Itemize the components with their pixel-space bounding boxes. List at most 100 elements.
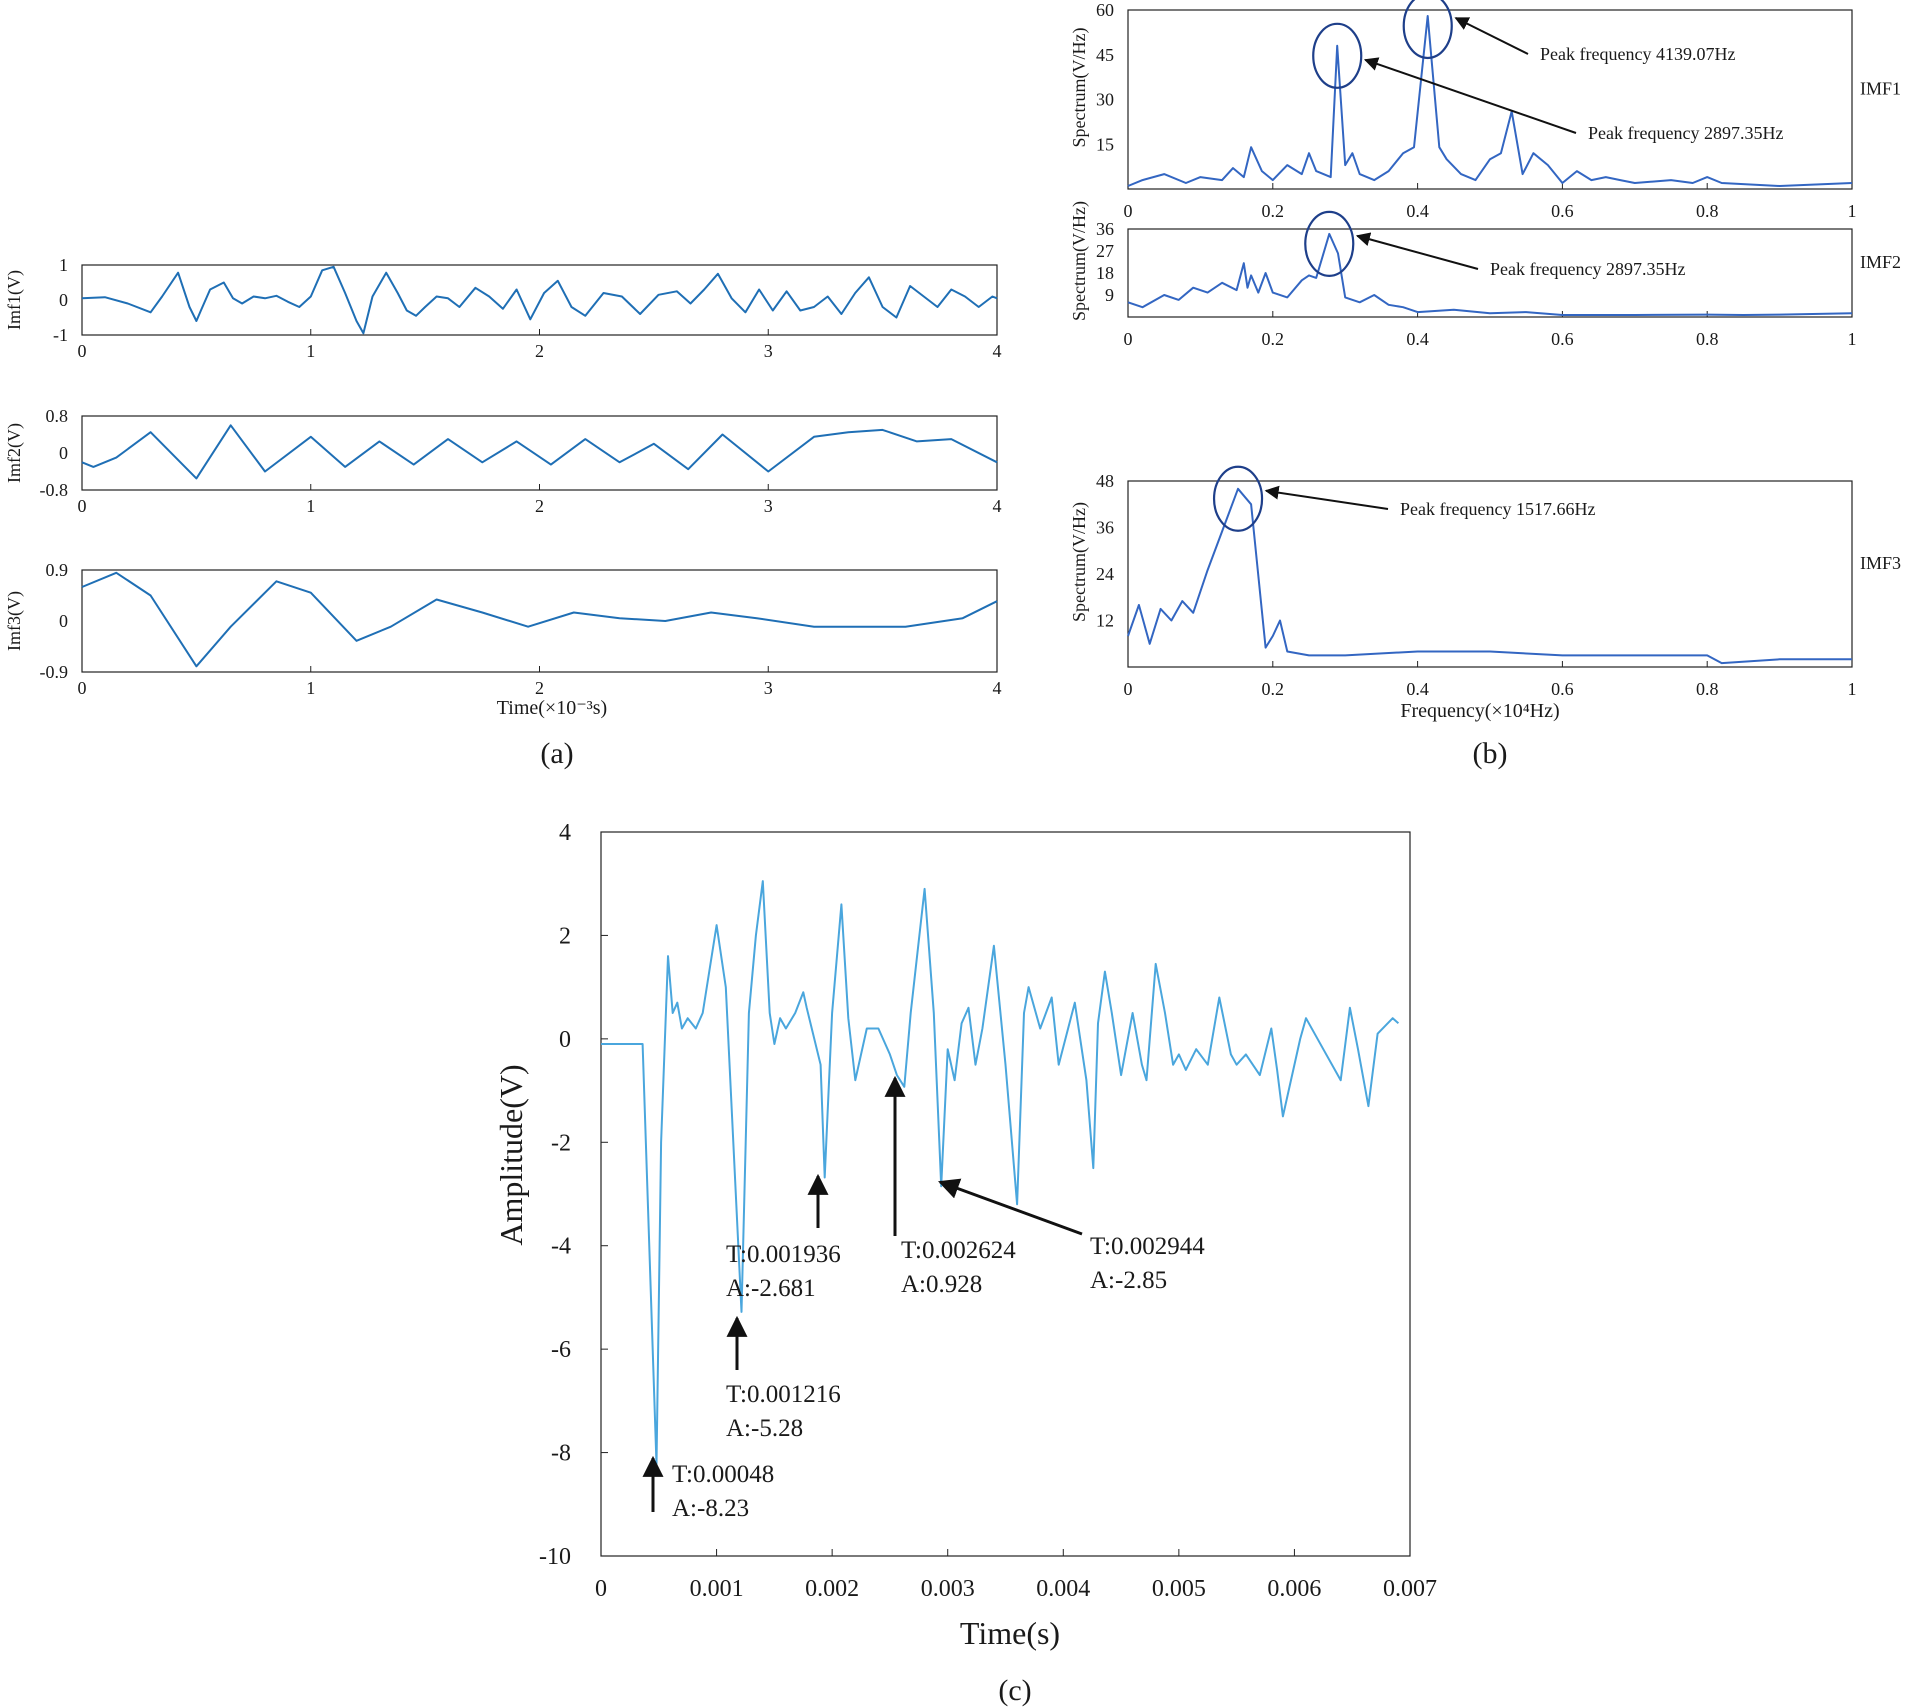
y-axis-label: Spectrum(V/Hz) xyxy=(1069,28,1090,148)
panel-c-ylabel: Amplitude(V) xyxy=(493,1064,529,1245)
y-tick-label: -0.9 xyxy=(40,662,69,682)
y-tick-label: 1 xyxy=(59,255,68,275)
x-tick-label: 2 xyxy=(535,678,544,698)
annotation-time: T:0.001936 xyxy=(726,1241,841,1268)
x-tick-label: 0.004 xyxy=(1036,1576,1090,1602)
x-tick-label: 1 xyxy=(1848,201,1857,221)
x-tick-label: 0.2 xyxy=(1262,679,1285,699)
x-tick-label: 1 xyxy=(1848,679,1857,699)
x-tick-label: 0.006 xyxy=(1267,1576,1321,1602)
x-tick-label: 0.001 xyxy=(690,1576,744,1602)
plot-frame xyxy=(81,569,998,673)
peak-annotation: Peak frequency 4139.07Hz xyxy=(1540,44,1735,64)
peak-circle xyxy=(1212,465,1264,532)
x-tick-label: 1 xyxy=(306,341,315,361)
panel-label-c: (c) xyxy=(998,1674,1031,1707)
x-tick-label: 0 xyxy=(78,678,87,698)
point-annotation: T:0.002944 A:-2.85 xyxy=(938,1178,1205,1294)
x-tick-label: 2 xyxy=(535,496,544,516)
y-tick-label: 48 xyxy=(1096,471,1114,491)
x-tick-label: 0.4 xyxy=(1406,679,1429,699)
series-line xyxy=(81,571,998,668)
panel-c-xlabel: Time(s) xyxy=(960,1615,1060,1651)
x-tick-label: 3 xyxy=(764,678,773,698)
panel-b-subplot-1: 60 45 30 15 0 0.2 0.4 0.6 0.8 1 Spectrum(V/Hz) IMF1… xyxy=(1069,0,1901,221)
x-tick-label: 0.002 xyxy=(805,1576,859,1602)
point-annotation: T:0.001216 A:-5.28 xyxy=(726,1315,841,1442)
series-line xyxy=(1127,15,1853,187)
panel-a-xlabel: Time(×10⁻³s) xyxy=(497,697,607,719)
x-tick-label: 1 xyxy=(306,496,315,516)
y-tick-label: -2 xyxy=(551,1130,571,1156)
x-tick-label: 0.6 xyxy=(1551,329,1574,349)
x-tick-label: 0.2 xyxy=(1262,329,1285,349)
peak-arrow xyxy=(1264,485,1389,510)
peak-annotation: Peak frequency 2897.35Hz xyxy=(1588,123,1783,143)
plot-frame xyxy=(81,415,998,491)
y-tick-label: -1 xyxy=(53,325,68,345)
y-tick-label: 0 xyxy=(559,1027,571,1053)
imf-label: IMF3 xyxy=(1860,553,1901,573)
x-tick-label: 0.8 xyxy=(1696,201,1719,221)
plot-frame xyxy=(600,831,1411,1557)
y-tick-label: 0.8 xyxy=(46,406,69,426)
y-axis-label: Imf1(V) xyxy=(4,270,25,330)
x-tick-label: 0.007 xyxy=(1383,1576,1437,1602)
plot-frame xyxy=(1127,480,1853,668)
x-tick-label: 3 xyxy=(764,341,773,361)
annotation-amplitude: A:-2.681 xyxy=(726,1275,816,1302)
x-tick-label: 0 xyxy=(78,341,87,361)
y-tick-label: 2 xyxy=(559,923,571,949)
point-annotation: T:0.00048 A:-8.23 xyxy=(642,1455,774,1522)
y-tick-label: -4 xyxy=(551,1234,571,1260)
x-tick-label: 4 xyxy=(993,341,1002,361)
peak-arrow xyxy=(1454,17,1529,55)
panel-label-a: (a) xyxy=(540,737,573,770)
series-line xyxy=(81,265,998,335)
series-line xyxy=(601,880,1400,1466)
annotation-time: T:0.002944 xyxy=(1090,1233,1205,1260)
y-tick-label: 12 xyxy=(1096,611,1114,631)
y-tick-label: 0 xyxy=(59,611,68,631)
x-tick-label: 2 xyxy=(535,341,544,361)
y-axis-label: Spectrum(V/Hz) xyxy=(1069,502,1090,622)
point-annotation: T:0.002624 A:0.928 xyxy=(884,1075,1016,1298)
y-tick-label: 60 xyxy=(1096,0,1114,20)
y-tick-label: -8 xyxy=(551,1441,571,1467)
series-line xyxy=(1127,232,1853,316)
x-tick-label: 0.4 xyxy=(1406,201,1429,221)
panel-b-xlabel: Frequency(×10⁴Hz) xyxy=(1400,700,1559,722)
peak-annotation: Peak frequency 2897.35Hz xyxy=(1490,259,1685,279)
y-tick-label: 0 xyxy=(59,443,68,463)
peak-circle xyxy=(1402,0,1453,60)
x-tick-label: 3 xyxy=(764,496,773,516)
series-line xyxy=(1127,487,1852,665)
annotation-arrow xyxy=(938,1178,1083,1236)
x-tick-label: 1 xyxy=(306,678,315,698)
y-tick-label: 4 xyxy=(559,820,571,846)
y-tick-label: 30 xyxy=(1096,90,1114,110)
panel-label-b: (b) xyxy=(1473,737,1508,770)
x-tick-label: 0.6 xyxy=(1551,679,1574,699)
x-tick-label: 4 xyxy=(993,496,1002,516)
y-axis-label: Spectrum(V/Hz) xyxy=(1069,201,1090,321)
x-tick-label: 0.8 xyxy=(1696,329,1719,349)
y-axis-label: Imf3(V) xyxy=(4,591,25,651)
imf-label: IMF1 xyxy=(1860,79,1901,99)
annotation-amplitude: A:-8.23 xyxy=(672,1495,749,1522)
x-tick-label: 0.4 xyxy=(1406,329,1429,349)
x-tick-label: 0 xyxy=(1124,679,1133,699)
annotation-time: T:0.002624 xyxy=(901,1237,1016,1264)
peak-circle xyxy=(1312,22,1363,89)
peak-arrow xyxy=(1355,232,1479,270)
imf-label: IMF2 xyxy=(1860,252,1901,272)
x-tick-label: 0.2 xyxy=(1262,201,1285,221)
x-tick-label: 0 xyxy=(595,1576,607,1602)
y-axis-label: Imf2(V) xyxy=(4,423,25,483)
peak-arrow xyxy=(1363,57,1577,134)
y-tick-label: 9 xyxy=(1105,285,1114,305)
y-tick-label: 15 xyxy=(1096,134,1114,154)
